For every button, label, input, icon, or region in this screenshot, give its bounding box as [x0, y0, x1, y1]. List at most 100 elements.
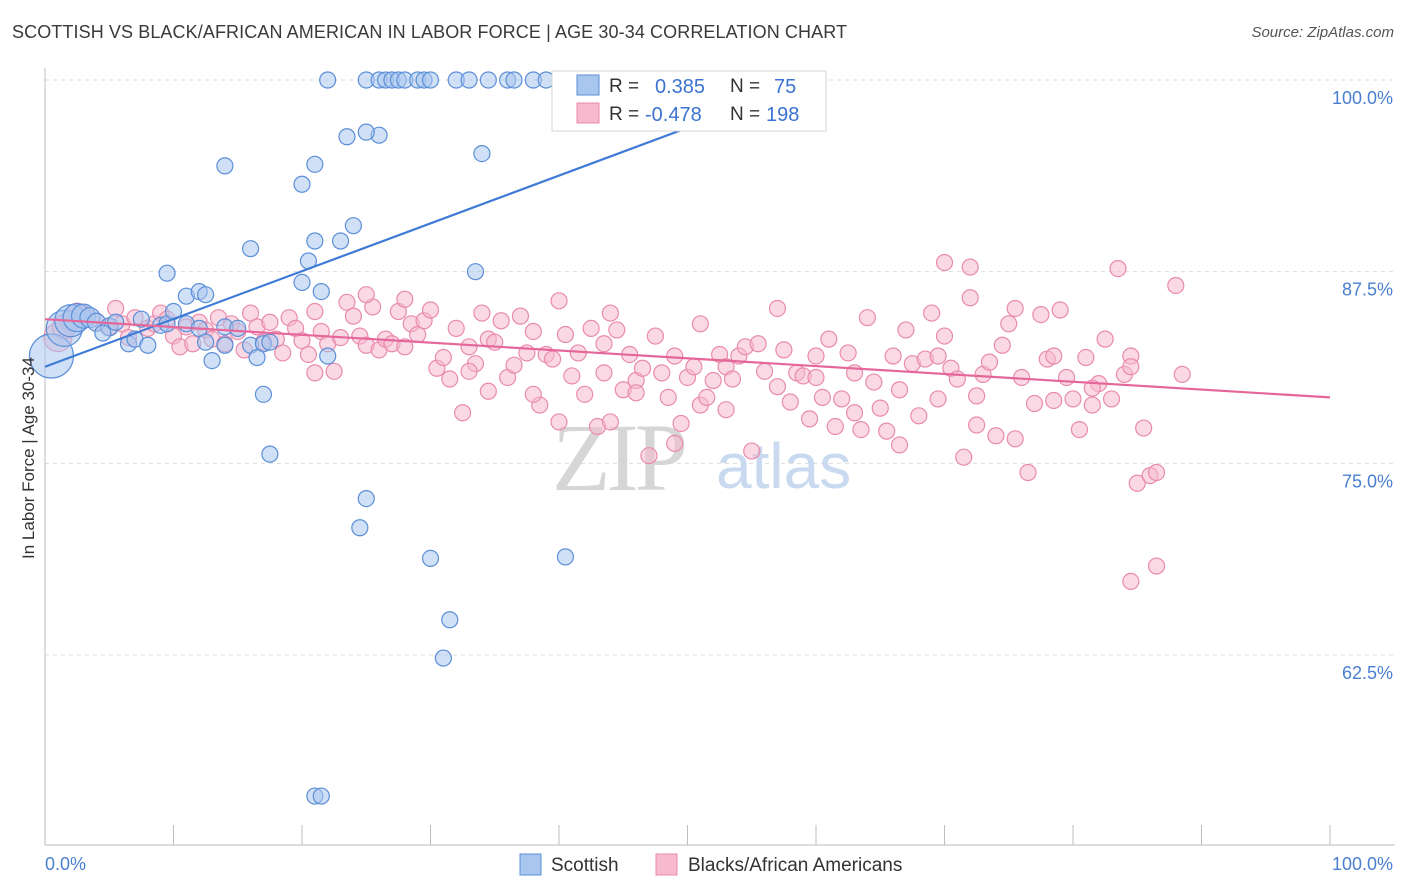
data-point — [447, 319, 465, 337]
legend-blacks-label: Blacks/African Americans — [688, 855, 902, 876]
data-point — [1096, 330, 1114, 348]
data-point — [357, 123, 375, 141]
data-point — [473, 304, 491, 322]
data-point — [563, 367, 581, 385]
legend-scottish-label: Scottish — [551, 855, 619, 876]
data-point — [421, 301, 440, 319]
data-point — [1122, 358, 1140, 376]
data-point — [466, 263, 485, 281]
data-point — [826, 417, 844, 436]
data-point — [1032, 306, 1050, 324]
y-tick-label: 62.5% — [1342, 663, 1393, 683]
data-point — [473, 145, 491, 163]
data-point — [344, 307, 362, 325]
data-point — [897, 321, 915, 339]
data-point — [434, 649, 452, 667]
data-point — [460, 338, 478, 356]
data-point — [556, 325, 575, 344]
data-point — [884, 347, 902, 365]
data-point — [582, 319, 600, 337]
data-point — [331, 232, 350, 250]
data-point — [1006, 430, 1024, 448]
data-point — [229, 319, 247, 337]
data-point — [216, 336, 234, 354]
data-point — [698, 388, 716, 406]
data-point — [1135, 419, 1153, 437]
data-point — [1051, 301, 1069, 319]
data-point — [576, 385, 594, 403]
data-point — [312, 283, 330, 301]
data-point — [935, 253, 954, 272]
y-tick-labels: 62.5% 75.0% 87.5% 100.0% — [1332, 88, 1393, 683]
data-point — [749, 335, 767, 353]
data-point — [813, 388, 832, 406]
data-point — [993, 336, 1011, 354]
data-point — [633, 359, 652, 377]
correlation-legend: R = 0.385 N = 75 R = -0.478 N = 198 — [551, 70, 827, 132]
data-point — [968, 387, 986, 405]
data-point — [1083, 396, 1101, 414]
series-legend: Scottish Blacks/African Americans — [519, 853, 902, 876]
data-point — [800, 410, 819, 428]
legend-n-label-1: N = — [730, 76, 760, 97]
data-point — [351, 519, 369, 537]
data-point — [807, 347, 825, 365]
chart-source: Source: ZipAtlas.com — [1251, 24, 1394, 41]
data-point — [858, 309, 877, 327]
data-point — [197, 333, 215, 351]
data-point — [306, 302, 324, 321]
data-point — [1045, 391, 1063, 410]
data-point — [1064, 390, 1082, 408]
data-point — [691, 315, 709, 333]
data-point — [1102, 390, 1121, 408]
data-point — [923, 304, 941, 322]
x-tick-label: 100.0% — [1332, 854, 1393, 874]
data-point — [640, 447, 658, 465]
data-point — [479, 382, 497, 400]
data-point — [94, 324, 112, 342]
data-point — [845, 404, 864, 422]
data-point — [653, 364, 671, 382]
watermark-atlas: atlas — [716, 430, 851, 502]
data-point — [878, 422, 896, 440]
data-point — [871, 399, 889, 417]
data-point — [1167, 276, 1185, 295]
data-point — [254, 385, 273, 403]
data-point — [396, 290, 414, 308]
data-point — [890, 436, 909, 454]
legend-r-value-2: -0.478 — [645, 104, 702, 126]
data-point — [987, 427, 1005, 445]
trend-line-blacks — [44, 318, 1331, 399]
data-point — [666, 434, 684, 452]
data-point — [1077, 348, 1095, 367]
data-point — [158, 264, 176, 282]
data-point — [929, 390, 947, 408]
series-blacks-points — [43, 253, 1191, 591]
data-point — [261, 333, 279, 351]
data-point — [685, 358, 703, 376]
data-point — [1019, 463, 1037, 482]
data-point — [768, 299, 787, 318]
data-point — [242, 304, 260, 322]
data-point — [434, 348, 452, 367]
data-point — [396, 338, 414, 356]
data-point — [595, 335, 613, 353]
data-point — [261, 445, 279, 463]
chart-title: SCOTTISH VS BLACK/AFRICAN AMERICAN IN LA… — [12, 22, 848, 42]
data-point — [524, 322, 542, 341]
data-point — [357, 490, 375, 508]
data-point — [299, 345, 318, 364]
data-point — [1147, 557, 1166, 575]
data-point — [441, 370, 459, 388]
y-axis-title: In Labor Force | Age 30-34 — [19, 357, 38, 559]
data-point — [139, 336, 157, 354]
data-point — [627, 384, 645, 402]
data-point — [781, 393, 799, 411]
data-point — [325, 362, 343, 380]
data-point — [961, 258, 979, 276]
data-point — [659, 388, 677, 406]
data-point — [460, 71, 478, 89]
data-point — [421, 549, 440, 568]
data-point — [1122, 572, 1140, 591]
